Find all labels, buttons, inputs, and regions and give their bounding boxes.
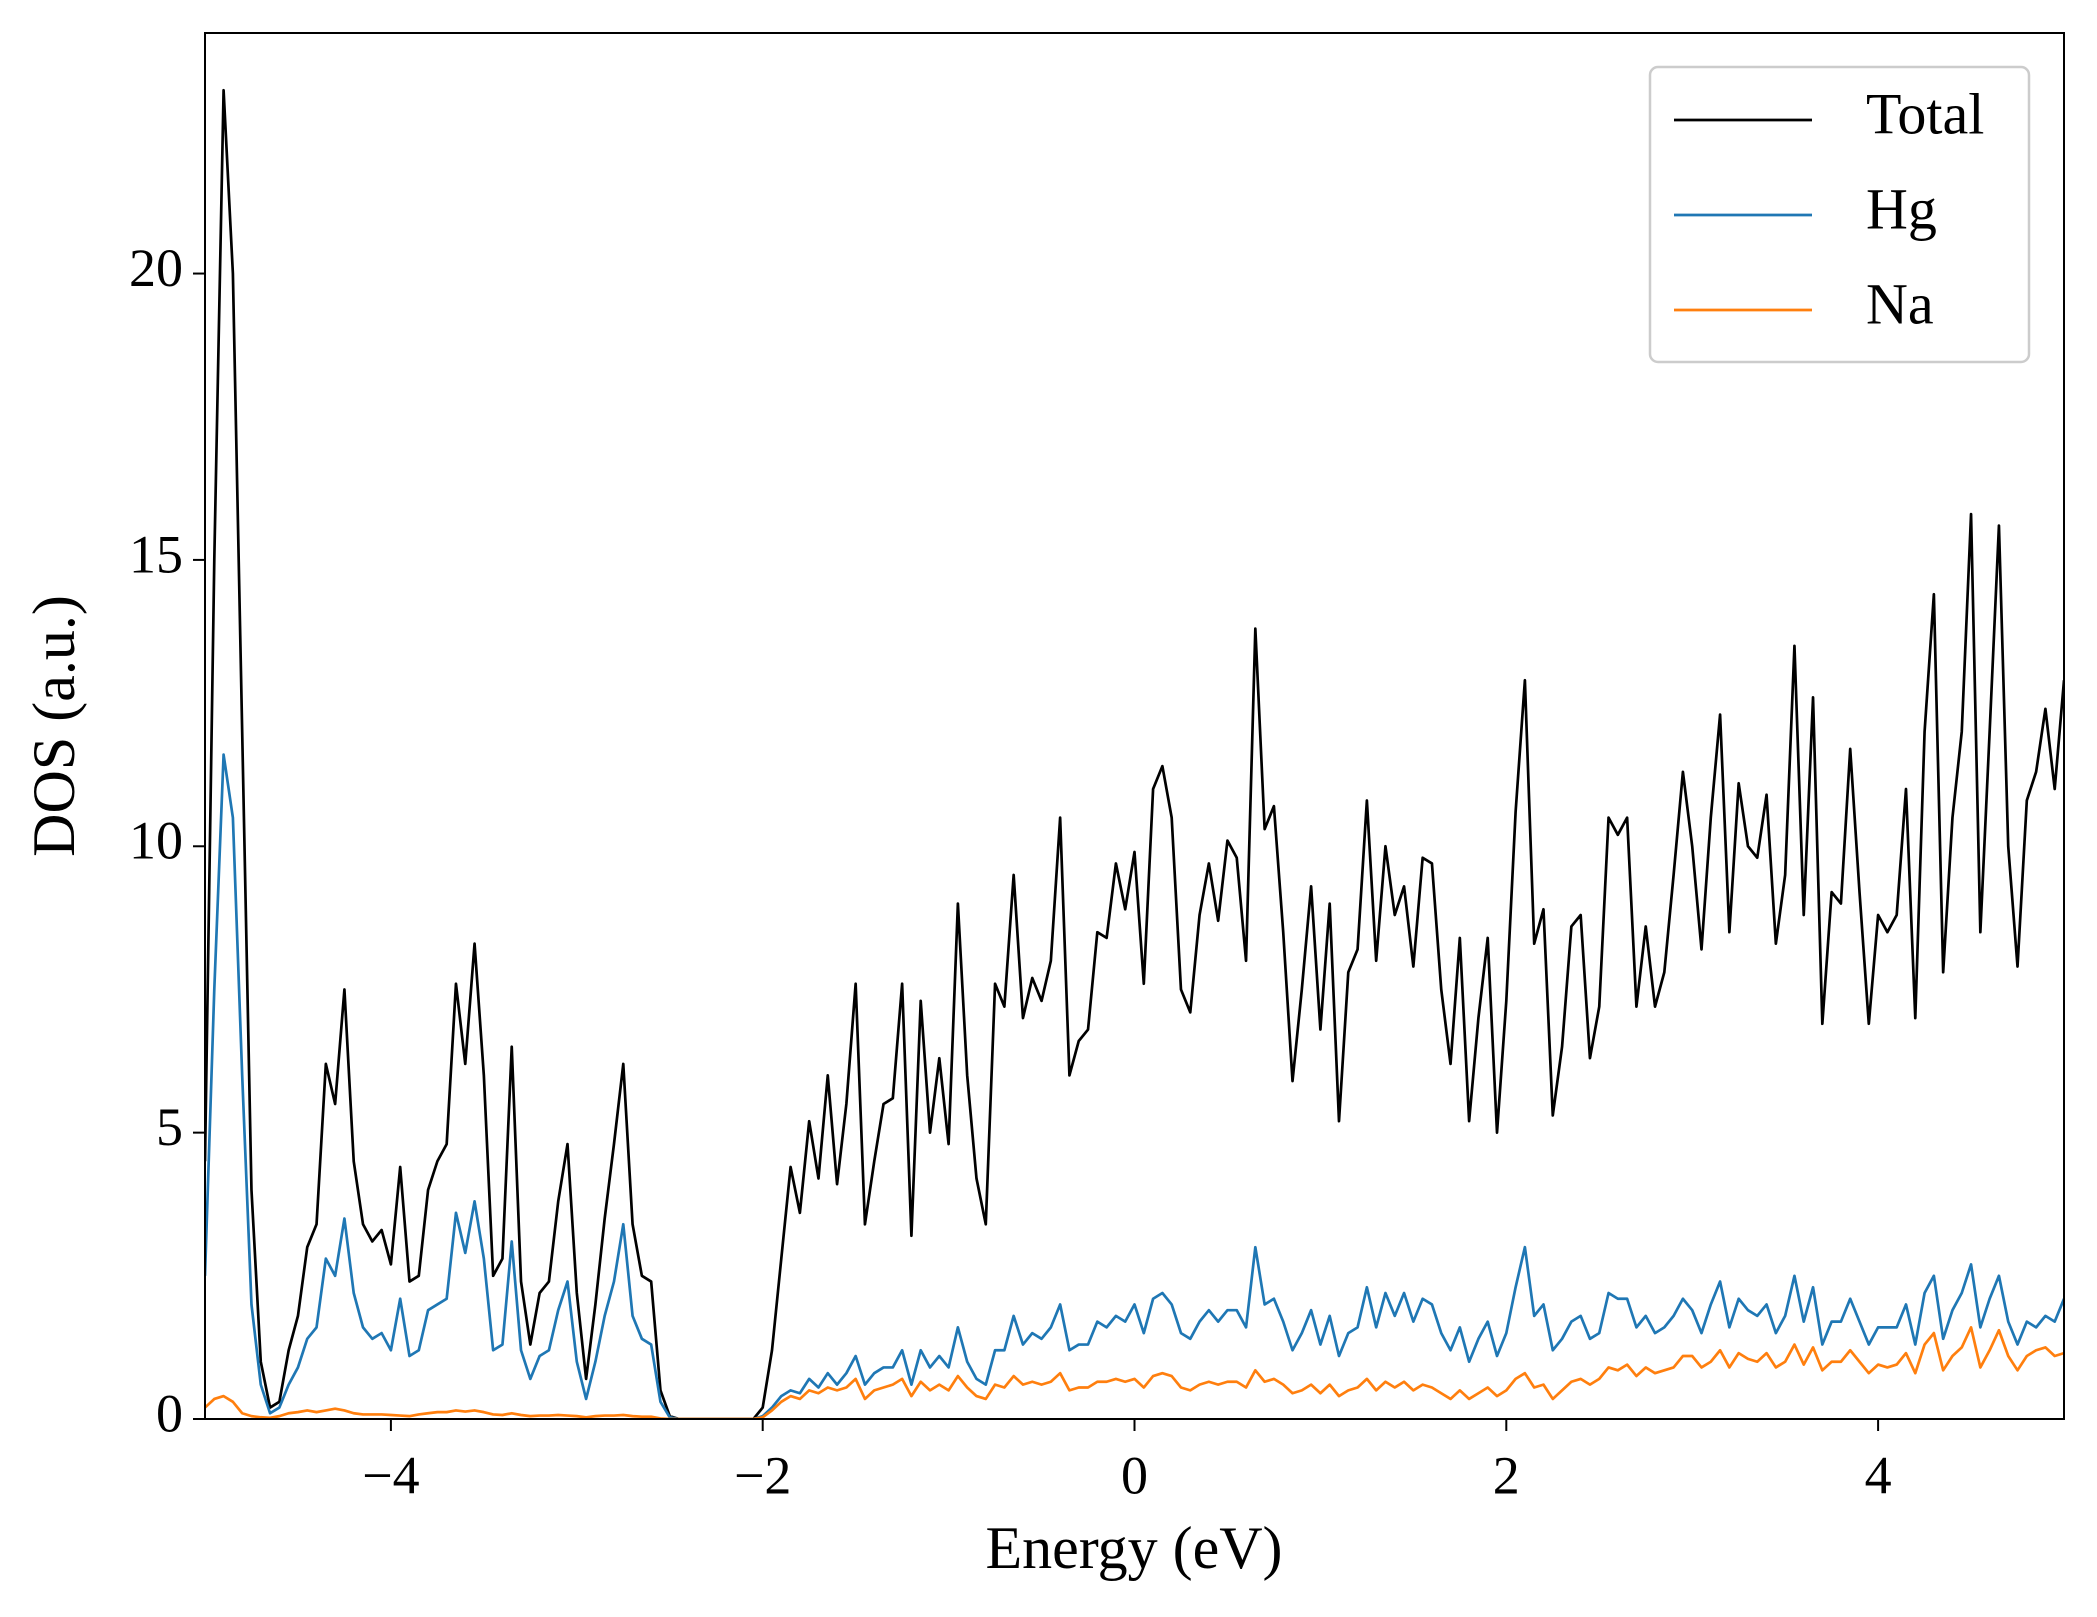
- y-tick-label: 15: [129, 524, 183, 584]
- x-tick-label: −4: [362, 1445, 419, 1505]
- series-line: [205, 753, 2064, 1419]
- x-axis-label: Energy (eV): [985, 1515, 1282, 1581]
- y-tick-label: 5: [156, 1097, 183, 1157]
- legend-label: Hg: [1866, 176, 1937, 241]
- series-line: [205, 88, 2064, 1419]
- x-tick-label: 4: [1865, 1445, 1892, 1505]
- x-tick-label: −2: [734, 1445, 791, 1505]
- y-tick-label: 20: [129, 238, 183, 298]
- legend-label: Na: [1866, 271, 1934, 336]
- legend-label: Total: [1866, 81, 1984, 146]
- x-tick-label: 2: [1493, 1445, 1520, 1505]
- plot-lines: [205, 88, 2064, 1419]
- plot-frame: [204, 32, 2065, 1420]
- x-tick-label: 0: [1121, 1445, 1148, 1505]
- series-line: [205, 1326, 2064, 1419]
- y-tick-label: 0: [156, 1383, 183, 1443]
- y-axis-label: DOS (a.u.): [21, 595, 87, 857]
- legend-box: [1648, 65, 2031, 364]
- y-tick-label: 10: [129, 811, 183, 871]
